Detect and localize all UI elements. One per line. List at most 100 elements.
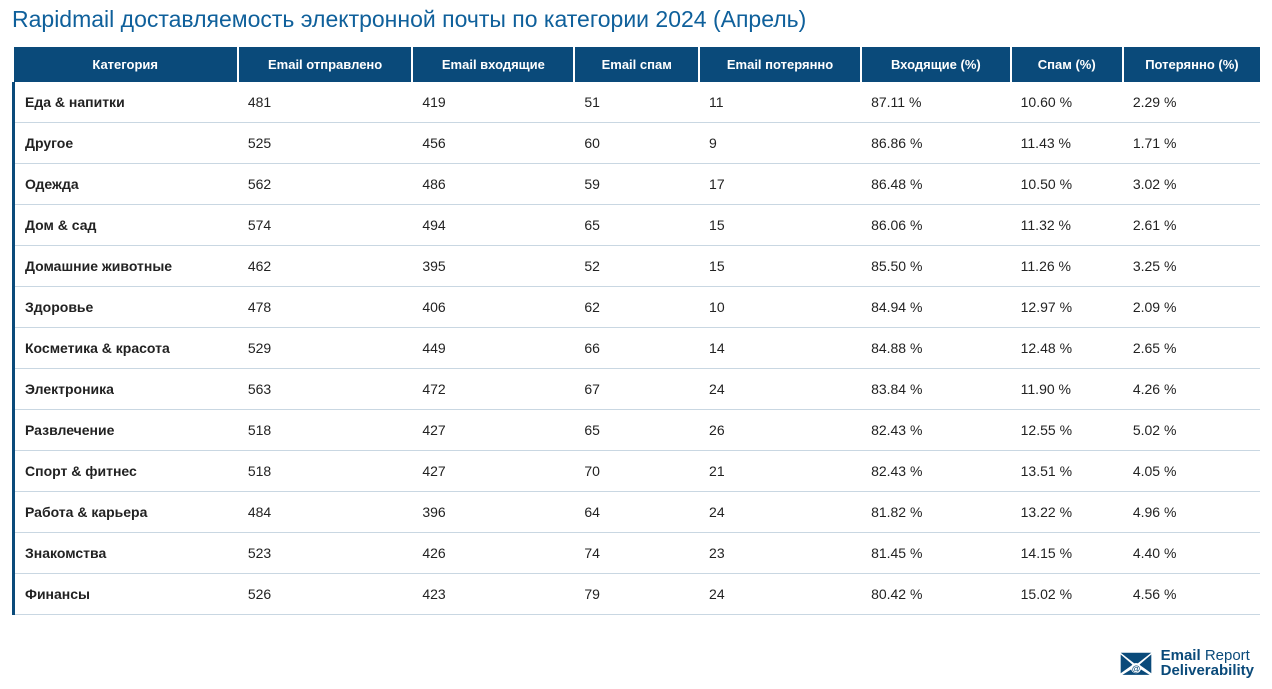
cell-category: Дом & сад <box>14 205 238 246</box>
cell-spam: 60 <box>574 123 699 164</box>
cell-category: Электроника <box>14 369 238 410</box>
page-title: Rapidmail доставляемость электронной поч… <box>12 6 1260 33</box>
cell-spam_pct: 12.48 % <box>1011 328 1123 369</box>
cell-lost_pct: 2.65 % <box>1123 328 1260 369</box>
cell-spam_pct: 10.50 % <box>1011 164 1123 205</box>
cell-category: Другое <box>14 123 238 164</box>
cell-sent: 462 <box>238 246 413 287</box>
cell-category: Знакомства <box>14 533 238 574</box>
table-row: Косметика & красота529449661484.88 %12.4… <box>14 328 1261 369</box>
cell-lost_pct: 5.02 % <box>1123 410 1260 451</box>
cell-sent: 562 <box>238 164 413 205</box>
col-header-spam-pct[interactable]: Спам (%) <box>1011 47 1123 82</box>
col-header-lost[interactable]: Email потерянно <box>699 47 861 82</box>
cell-inbox: 449 <box>412 328 574 369</box>
cell-category: Финансы <box>14 574 238 615</box>
cell-category: Одежда <box>14 164 238 205</box>
cell-sent: 525 <box>238 123 413 164</box>
cell-spam_pct: 13.51 % <box>1011 451 1123 492</box>
cell-spam_pct: 13.22 % <box>1011 492 1123 533</box>
cell-sent: 518 <box>238 410 413 451</box>
cell-inbox_pct: 86.48 % <box>861 164 1011 205</box>
deliverability-table: Категория Email отправлено Email входящи… <box>12 47 1260 615</box>
cell-category: Работа & карьера <box>14 492 238 533</box>
cell-inbox_pct: 86.06 % <box>861 205 1011 246</box>
cell-lost_pct: 2.09 % <box>1123 287 1260 328</box>
cell-inbox: 486 <box>412 164 574 205</box>
cell-inbox: 396 <box>412 492 574 533</box>
cell-inbox_pct: 85.50 % <box>861 246 1011 287</box>
cell-sent: 518 <box>238 451 413 492</box>
cell-spam: 64 <box>574 492 699 533</box>
cell-inbox: 456 <box>412 123 574 164</box>
cell-spam: 52 <box>574 246 699 287</box>
table-row: Другое52545660986.86 %11.43 %1.71 % <box>14 123 1261 164</box>
cell-lost: 24 <box>699 369 861 410</box>
cell-inbox: 419 <box>412 82 574 123</box>
table-row: Развлечение518427652682.43 %12.55 %5.02 … <box>14 410 1261 451</box>
cell-lost: 14 <box>699 328 861 369</box>
cell-sent: 478 <box>238 287 413 328</box>
cell-category: Косметика & красота <box>14 328 238 369</box>
cell-lost_pct: 3.02 % <box>1123 164 1260 205</box>
cell-category: Развлечение <box>14 410 238 451</box>
cell-spam: 62 <box>574 287 699 328</box>
cell-inbox_pct: 83.84 % <box>861 369 1011 410</box>
cell-inbox: 406 <box>412 287 574 328</box>
cell-lost_pct: 3.25 % <box>1123 246 1260 287</box>
table-row: Знакомства523426742381.45 %14.15 %4.40 % <box>14 533 1261 574</box>
cell-spam_pct: 11.43 % <box>1011 123 1123 164</box>
cell-lost: 24 <box>699 492 861 533</box>
cell-inbox: 426 <box>412 533 574 574</box>
table-row: Финансы526423792480.42 %15.02 %4.56 % <box>14 574 1261 615</box>
table-row: Здоровье478406621084.94 %12.97 %2.09 % <box>14 287 1261 328</box>
cell-category: Еда & напитки <box>14 82 238 123</box>
cell-lost: 15 <box>699 246 861 287</box>
cell-sent: 563 <box>238 369 413 410</box>
cell-lost: 23 <box>699 533 861 574</box>
cell-spam: 66 <box>574 328 699 369</box>
cell-lost: 21 <box>699 451 861 492</box>
cell-lost_pct: 4.26 % <box>1123 369 1260 410</box>
col-header-spam[interactable]: Email спам <box>574 47 699 82</box>
col-header-inbox[interactable]: Email входящие <box>412 47 574 82</box>
cell-lost: 17 <box>699 164 861 205</box>
cell-spam: 51 <box>574 82 699 123</box>
col-header-lost-pct[interactable]: Потерянно (%) <box>1123 47 1260 82</box>
envelope-at-icon: @ <box>1119 649 1153 677</box>
cell-lost_pct: 2.61 % <box>1123 205 1260 246</box>
col-header-inbox-pct[interactable]: Входящие (%) <box>861 47 1011 82</box>
cell-spam: 74 <box>574 533 699 574</box>
col-header-category[interactable]: Категория <box>14 47 238 82</box>
cell-spam: 65 <box>574 410 699 451</box>
cell-spam_pct: 11.26 % <box>1011 246 1123 287</box>
table-row: Работа & карьера484396642481.82 %13.22 %… <box>14 492 1261 533</box>
cell-spam_pct: 15.02 % <box>1011 574 1123 615</box>
cell-sent: 529 <box>238 328 413 369</box>
cell-lost_pct: 4.40 % <box>1123 533 1260 574</box>
cell-lost: 24 <box>699 574 861 615</box>
cell-lost_pct: 4.56 % <box>1123 574 1260 615</box>
cell-spam_pct: 10.60 % <box>1011 82 1123 123</box>
brand-word-report: Report <box>1205 647 1250 664</box>
svg-text:@: @ <box>1131 664 1139 674</box>
cell-sent: 526 <box>238 574 413 615</box>
cell-lost: 15 <box>699 205 861 246</box>
cell-inbox: 423 <box>412 574 574 615</box>
cell-inbox: 472 <box>412 369 574 410</box>
cell-category: Домашние животные <box>14 246 238 287</box>
table-header-row: Категория Email отправлено Email входящи… <box>14 47 1261 82</box>
cell-spam_pct: 12.97 % <box>1011 287 1123 328</box>
cell-inbox_pct: 82.43 % <box>861 451 1011 492</box>
cell-sent: 574 <box>238 205 413 246</box>
cell-inbox_pct: 82.43 % <box>861 410 1011 451</box>
cell-spam: 59 <box>574 164 699 205</box>
cell-inbox: 427 <box>412 410 574 451</box>
brand-text: Email Report Deliverability <box>1161 648 1254 680</box>
cell-inbox_pct: 84.94 % <box>861 287 1011 328</box>
cell-sent: 523 <box>238 533 413 574</box>
col-header-sent[interactable]: Email отправлено <box>238 47 413 82</box>
cell-category: Спорт & фитнес <box>14 451 238 492</box>
cell-inbox: 395 <box>412 246 574 287</box>
brand-logo: @ Email Report Deliverability <box>1119 648 1254 680</box>
